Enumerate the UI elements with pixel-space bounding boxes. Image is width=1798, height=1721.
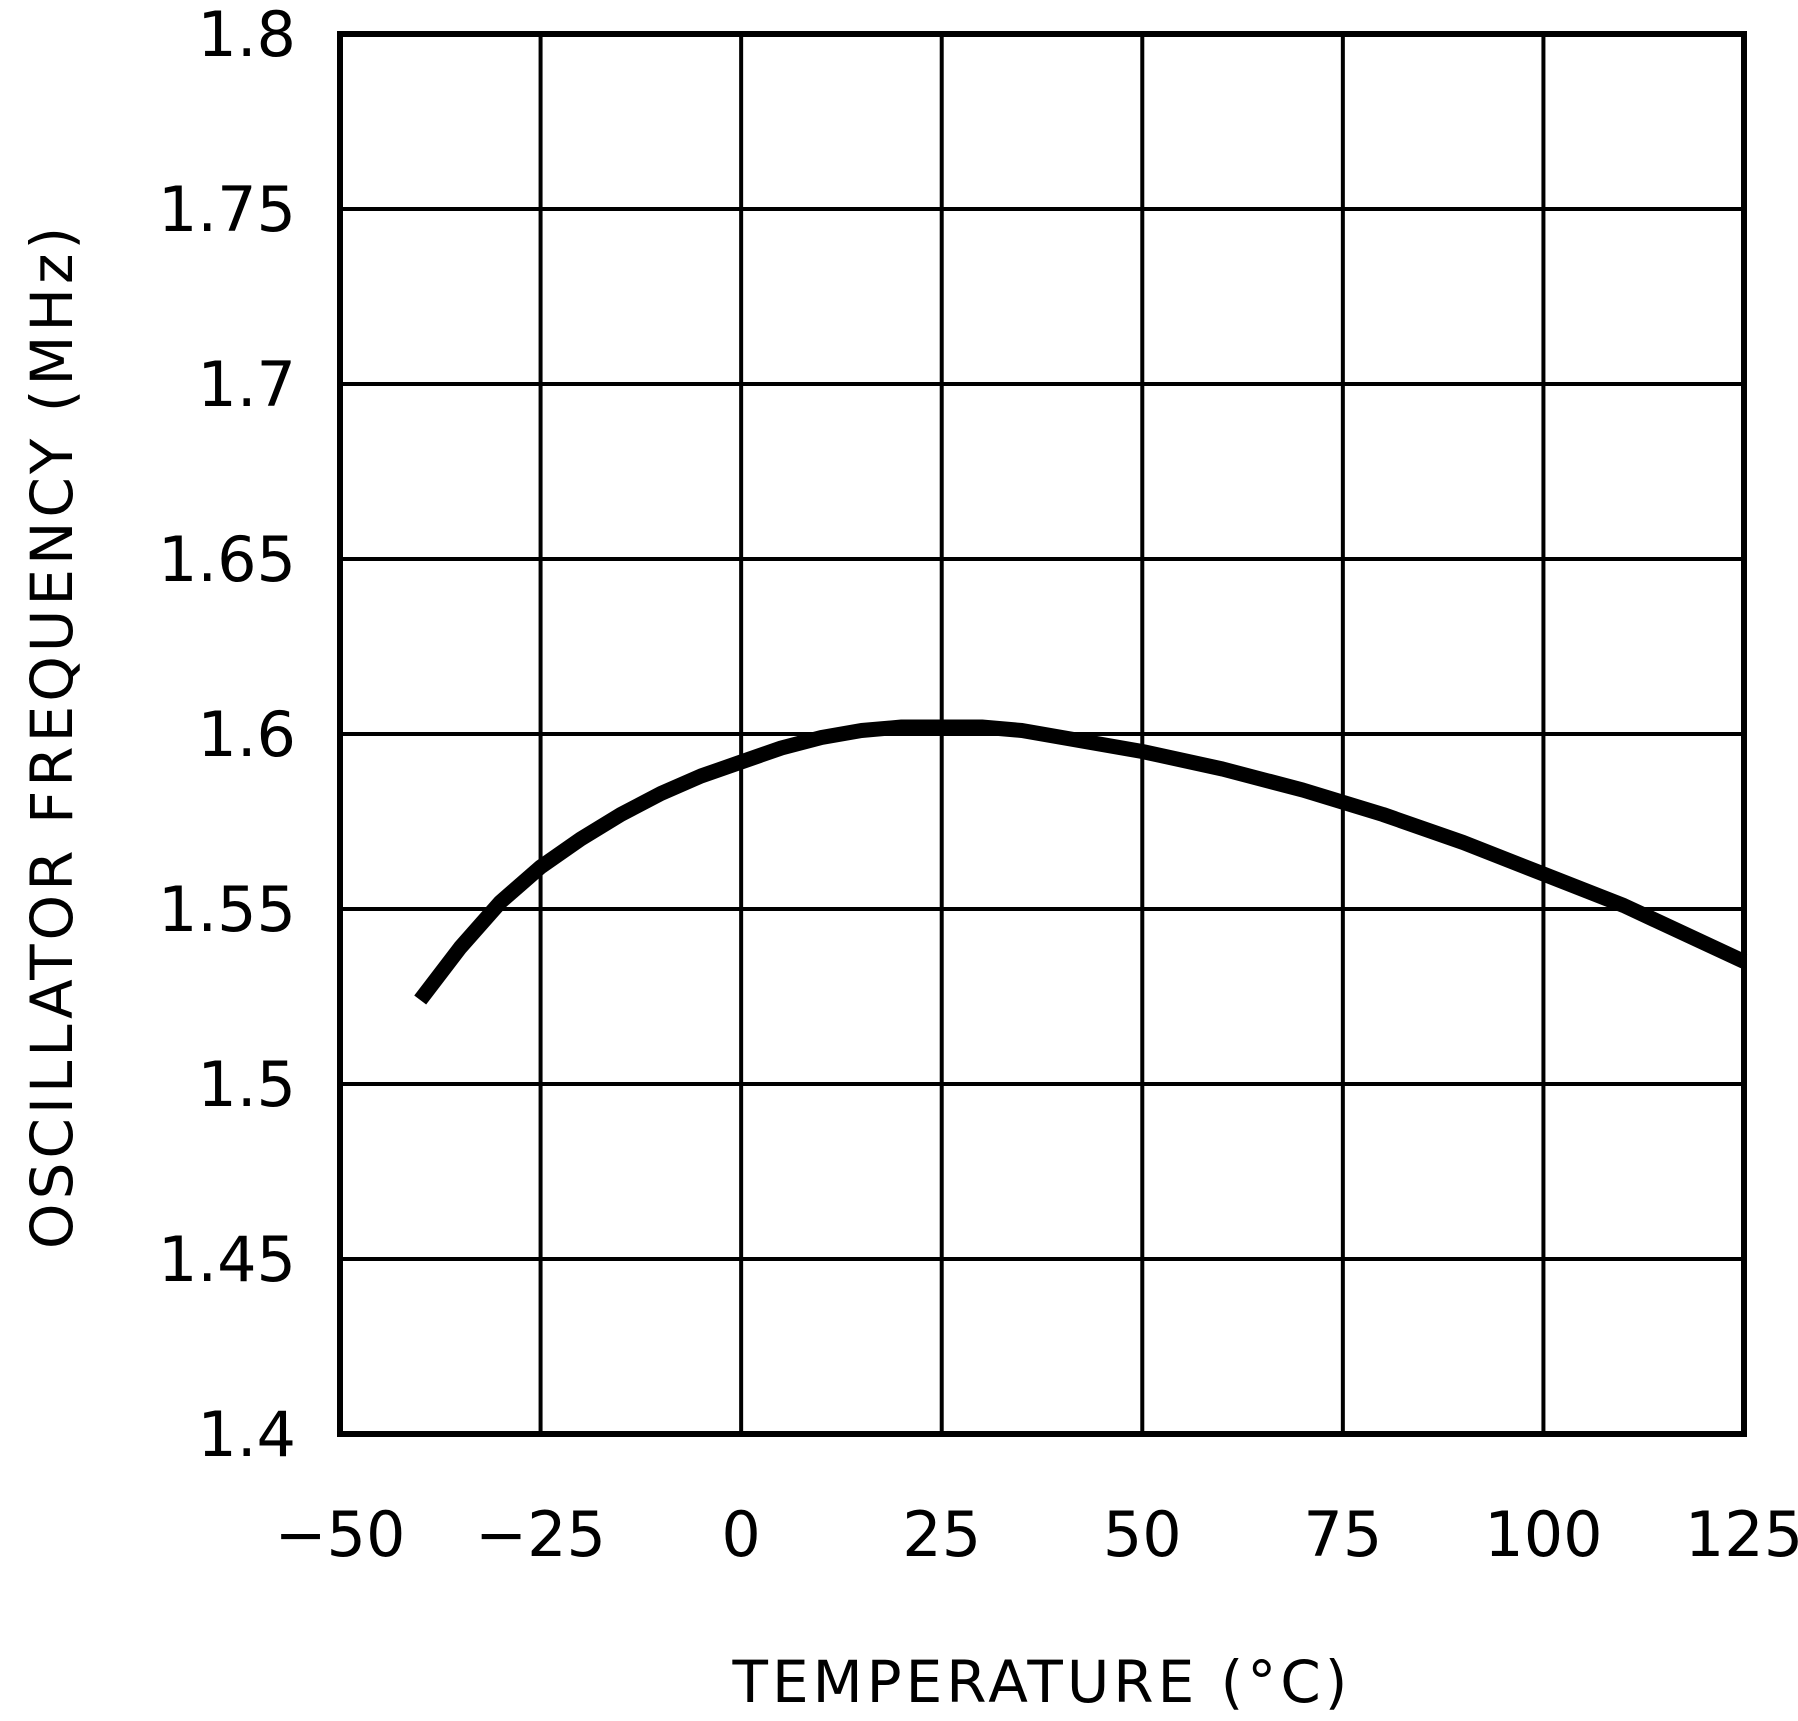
y-tick-label: 1.4 bbox=[197, 1398, 296, 1471]
y-axis-title: OSCILLATOR FREQUENCY (MHz) bbox=[18, 223, 86, 1249]
x-tick-label: 100 bbox=[1484, 1498, 1602, 1571]
y-tick-label: 1.45 bbox=[158, 1223, 296, 1296]
series-line bbox=[414, 719, 1748, 1005]
x-tick-label: 0 bbox=[721, 1498, 760, 1571]
y-tick-label: 1.55 bbox=[158, 873, 296, 946]
y-tick-label: 1.75 bbox=[158, 173, 296, 246]
series-group bbox=[414, 719, 1748, 1005]
x-tick-label: −25 bbox=[475, 1498, 606, 1571]
x-tick-label: 50 bbox=[1103, 1498, 1182, 1571]
y-tick-label: 1.6 bbox=[197, 698, 296, 771]
y-tick-label: 1.7 bbox=[197, 348, 296, 421]
x-tick-label: 25 bbox=[902, 1498, 981, 1571]
x-axis-title: TEMPERATURE (°C) bbox=[732, 1648, 1352, 1716]
y-tick-label: 1.8 bbox=[197, 0, 296, 71]
plot-frame bbox=[337, 31, 1747, 1437]
x-tick-label: −50 bbox=[275, 1498, 406, 1571]
x-tick-label: 75 bbox=[1303, 1498, 1382, 1571]
y-tick-labels: 1.4 1.45 1.5 1.55 1.6 1.65 1.7 1.75 1.8 bbox=[158, 0, 296, 1471]
x-tick-labels: −50 −25 0 25 50 75 100 125 bbox=[275, 1498, 1798, 1571]
x-tick-label: 125 bbox=[1685, 1498, 1798, 1571]
y-tick-label: 1.65 bbox=[158, 523, 296, 596]
y-tick-label: 1.5 bbox=[197, 1048, 296, 1121]
